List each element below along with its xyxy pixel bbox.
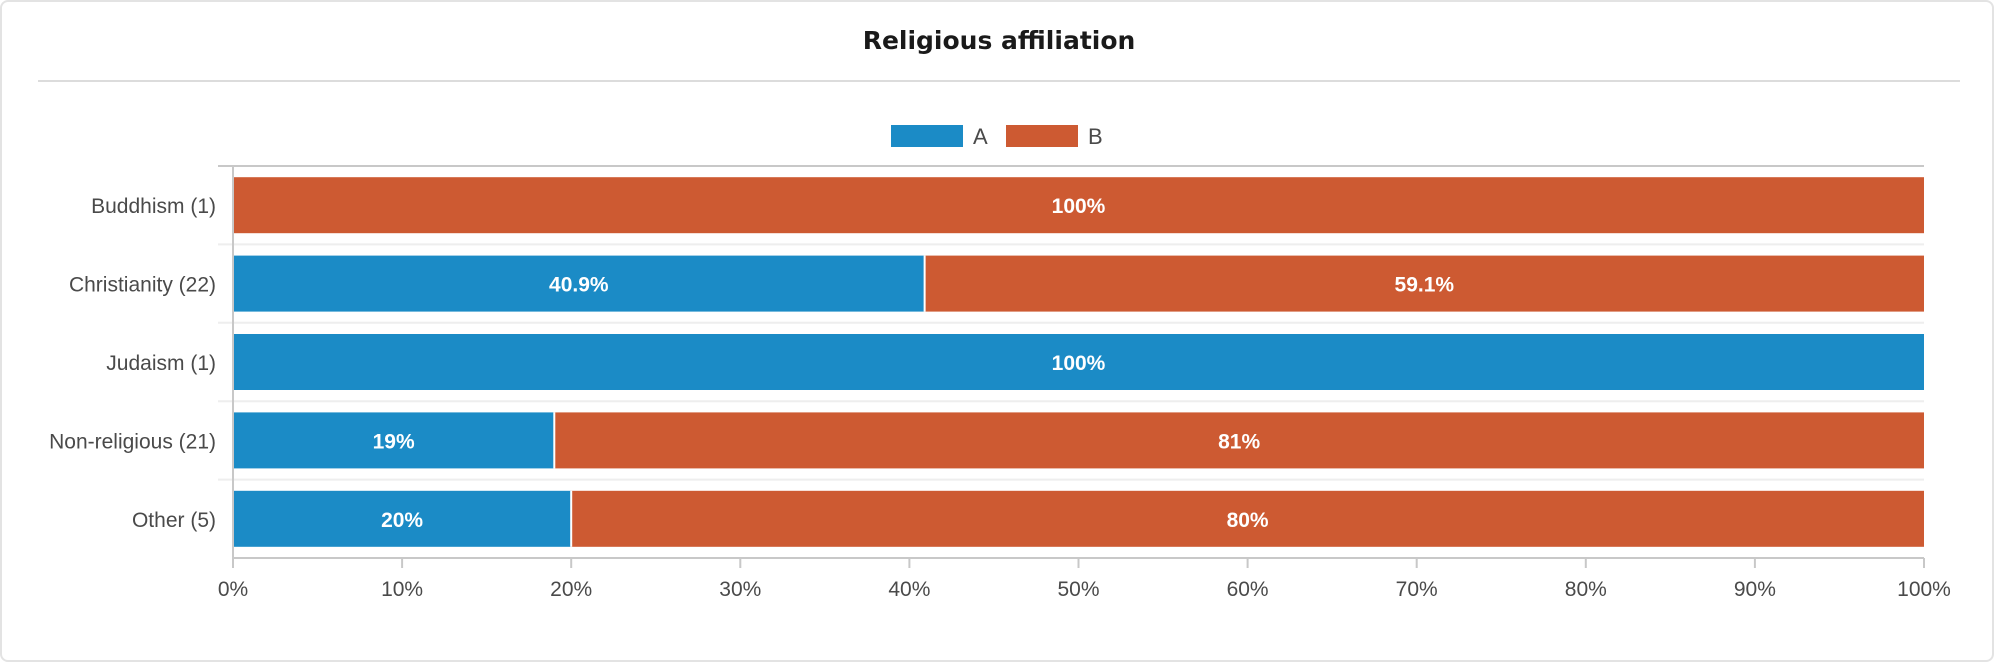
category-label: Christianity (22) <box>69 274 216 297</box>
bar-a[interactable] <box>233 490 572 547</box>
card-header: Religious affiliation <box>38 2 1960 82</box>
x-tick-label: 70% <box>1396 578 1438 601</box>
data-label: 40.9% <box>549 274 609 297</box>
x-tick-label: 20% <box>550 578 592 601</box>
data-label: 59.1% <box>1395 274 1455 297</box>
data-label: 19% <box>373 430 415 453</box>
category-label: Buddhism (1) <box>91 195 216 218</box>
data-label: 100% <box>1052 195 1106 218</box>
category-label: Judaism (1) <box>106 352 216 375</box>
x-tick-label: 40% <box>888 578 930 601</box>
legend-label-b[interactable]: B <box>1088 124 1103 149</box>
x-tick-label: 100% <box>1897 578 1951 601</box>
x-tick-label: 10% <box>381 578 423 601</box>
x-tick-label: 90% <box>1734 578 1776 601</box>
data-label: 80% <box>1227 509 1269 532</box>
legend-swatch-a[interactable] <box>891 125 963 147</box>
bar-a[interactable] <box>233 255 925 312</box>
x-tick-label: 80% <box>1565 578 1607 601</box>
data-label: 100% <box>1052 352 1106 375</box>
category-label: Non-religious (21) <box>49 430 216 453</box>
x-tick-label: 60% <box>1227 578 1269 601</box>
x-tick-label: 30% <box>719 578 761 601</box>
data-label: 20% <box>381 509 423 532</box>
x-tick-label: 50% <box>1057 578 1099 601</box>
bar-a[interactable] <box>233 412 555 469</box>
bar-b[interactable] <box>571 490 1925 547</box>
legend-swatch-b[interactable] <box>1006 125 1078 147</box>
chart-title: Religious affiliation <box>862 26 1136 55</box>
bar-a[interactable] <box>233 334 1924 390</box>
legend-label-a[interactable]: A <box>973 124 988 149</box>
bar-b[interactable] <box>924 255 1924 312</box>
category-label: Other (5) <box>132 509 216 532</box>
x-tick-label: 0% <box>218 578 248 601</box>
bar-b[interactable] <box>233 177 1924 234</box>
bar-b[interactable] <box>554 412 1924 469</box>
data-label: 81% <box>1218 430 1260 453</box>
